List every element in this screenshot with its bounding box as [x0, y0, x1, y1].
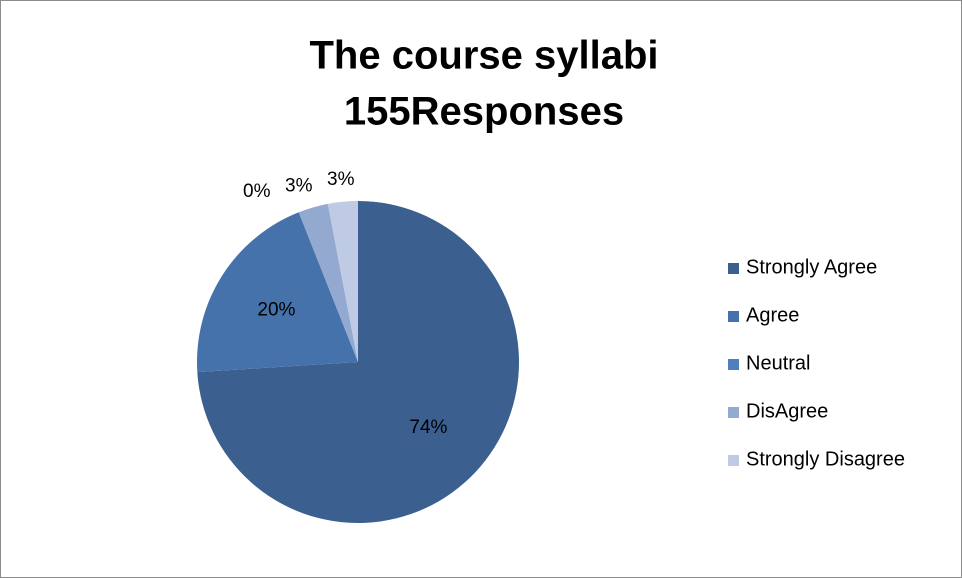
- pie-slice: [197, 212, 358, 373]
- pie-slice: [327, 201, 358, 362]
- legend-label: Agree: [746, 304, 799, 326]
- data-label: 20%: [257, 299, 295, 320]
- legend-label: Strongly Disagree: [746, 448, 905, 470]
- legend-label: Neutral: [746, 352, 810, 374]
- chart-title: 155Responses: [344, 90, 624, 134]
- legend-swatch: [728, 455, 739, 466]
- legend-swatch: [728, 311, 739, 322]
- pie-slice: [197, 201, 520, 523]
- chart-title: The course syllabi: [309, 34, 658, 78]
- data-label: 3%: [285, 175, 313, 196]
- legend-swatch: [728, 359, 739, 370]
- data-label: 3%: [327, 169, 355, 190]
- legend-label: Strongly Agree: [746, 256, 877, 278]
- legend-label: DisAgree: [746, 400, 828, 422]
- legend-swatch: [728, 263, 739, 274]
- legend-swatch: [728, 407, 739, 418]
- pie-slice: [298, 203, 358, 362]
- data-label: 74%: [409, 417, 447, 438]
- data-label: 0%: [243, 181, 271, 202]
